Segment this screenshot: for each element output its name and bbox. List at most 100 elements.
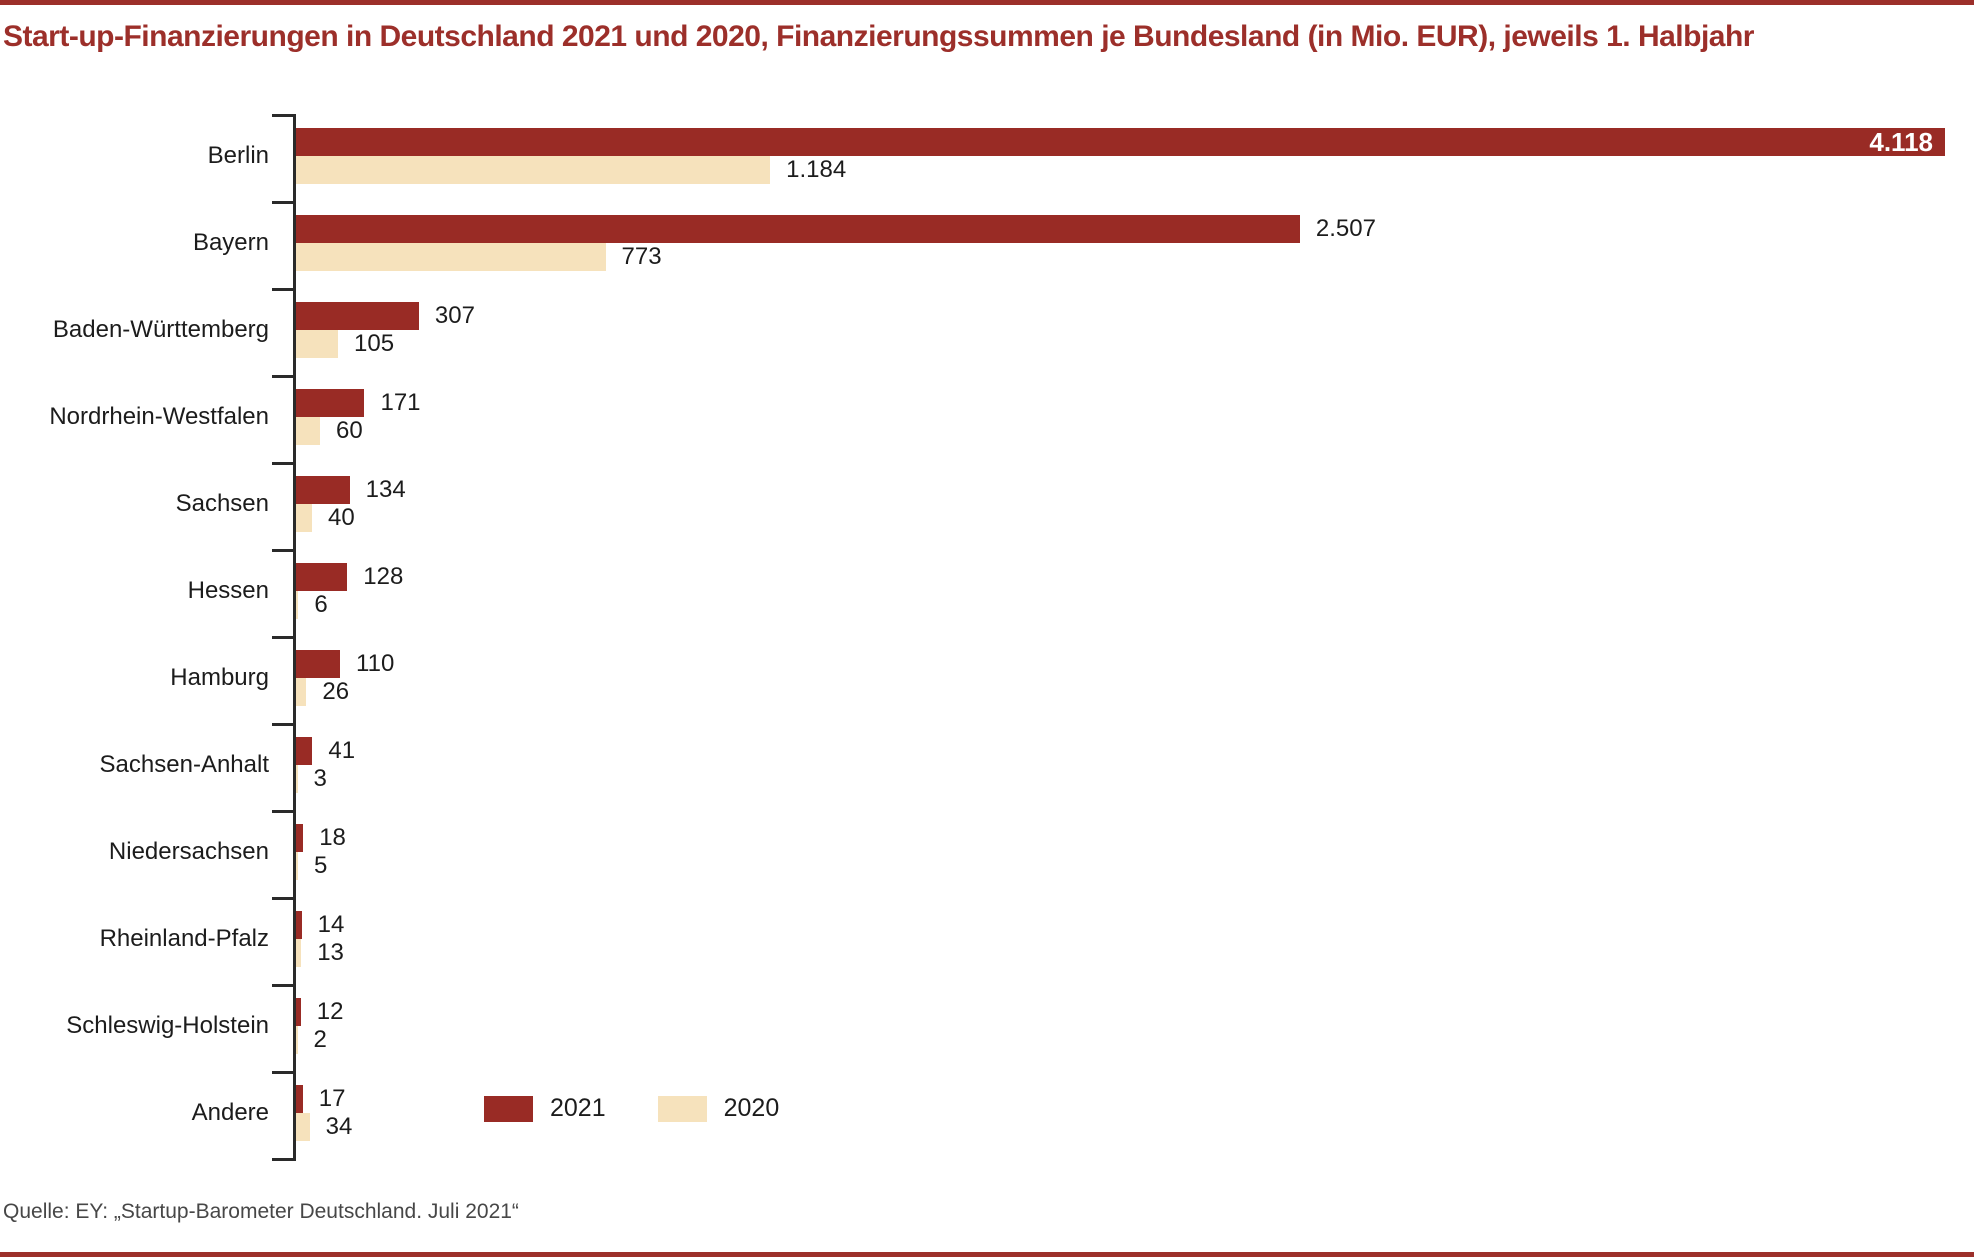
value-label: 171 [380,389,421,416]
category-row: Andere 17 34 [192,1071,1951,1159]
bar-group: 110 26 [296,637,1951,706]
axis-tick [272,114,296,117]
bar-line-2021: 41 [296,737,1951,765]
bar-2021: 4.118 [296,126,1945,157]
value-label: 40 [328,504,355,531]
bar-line-2020: 2 [296,1026,1951,1054]
category-label: Nordrhein-Westfalen [49,403,269,430]
bar-2021 [296,911,302,939]
bar-line-2020: 3 [296,765,1951,793]
legend-label: 2020 [723,1094,780,1122]
category-row: Sachsen-Anhalt 41 3 [100,723,1951,811]
bar-2020 [296,417,321,445]
bar-2021 [296,737,313,765]
category-label: Andere [191,1099,269,1126]
bottom-border-rule [0,1252,1974,1257]
bar-2021 [296,998,301,1026]
axis-tick [272,1158,296,1161]
bar-line-2020: 5 [296,852,1951,880]
category-label: Rheinland-Pfalz [99,925,269,952]
bar-line-2021: 134 [296,476,1951,504]
value-label: 2.507 [1315,215,1376,242]
category-label: Niedersachsen [108,838,269,865]
axis-tick [272,201,296,204]
bar-line-2020: 60 [296,417,1951,445]
bar-line-2020: 40 [296,504,1951,532]
bar-2021 [296,650,341,678]
value-label: 105 [354,330,395,357]
legend-entry-2021: 2021 [484,1094,606,1123]
bar-line-2021: 171 [296,389,1951,417]
axis-tick [272,984,296,987]
axis-tick [272,288,296,291]
category-row: Bayern 2.507 773 [193,201,1951,289]
legend-entry-2020: 2020 [657,1094,780,1123]
category-label: Bayern [192,229,269,256]
value-label: 6 [314,591,328,618]
axis-tick [272,549,296,552]
value-label: 1.184 [786,156,847,183]
bar-group: 171 60 [296,376,1951,445]
axis-tick [272,462,296,465]
bar-line-2020: 34 [296,1113,1951,1141]
value-label: 17 [318,1085,346,1112]
value-label: 26 [322,678,350,705]
bar-group: 17 34 [296,1072,1951,1141]
axis-tick [272,897,296,900]
bar-2021 [296,1085,303,1113]
axis-tick [272,810,296,813]
bar-2020 [296,765,298,793]
category-row: Schleswig-Holstein 12 2 [66,984,1951,1072]
value-label: 18 [319,824,346,851]
bar-line-2020: 6 [296,591,1951,619]
bar-2020 [296,504,313,532]
bar-line-2020: 105 [296,330,1951,358]
bar-2021 [296,215,1300,243]
category-row: Berlin 4.118 1.184 [208,114,1951,202]
bar-group: 128 6 [296,550,1951,619]
bar-2020 [296,939,302,967]
category-row: Hamburg 110 26 [170,636,1951,724]
bar-2020 [296,678,307,706]
top-border-rule [0,0,1974,5]
chart-title: Start-up-Finanzierungen in Deutschland 2… [3,20,1754,53]
bar-line-2021: 18 [296,824,1951,852]
category-label: Baden-Württemberg [52,316,269,343]
category-label: Hessen [187,577,269,604]
value-label: 2 [313,1026,327,1053]
bar-line-2021: 2.507 [296,215,1951,243]
bar-line-2021: 307 [296,302,1951,330]
source-note: Quelle: EY: „Startup-Barometer Deutschla… [3,1200,519,1223]
legend-swatch [657,1095,707,1122]
value-label: 41 [328,737,356,764]
value-label: 34 [325,1113,353,1140]
bar-2020 [296,1113,310,1141]
axis-tick [272,636,296,639]
category-row: Hessen 128 6 [188,549,1951,637]
bar-line-2021: 12 [296,998,1951,1026]
bar-2020 [296,852,298,880]
category-label: Sachsen-Anhalt [99,751,269,778]
bar-2020 [296,156,771,184]
bar-2020 [296,330,339,358]
category-label: Sachsen [175,490,269,517]
bar-group: 2.507 773 [296,202,1951,271]
bar-group: 14 13 [296,898,1951,967]
bar-plot-area: Berlin 4.118 1.184 Bayern 2.507 773 Baden-Würt… [49,114,1951,1161]
bar-line-2021: 4.118 [296,126,1951,157]
value-label: 12 [316,998,344,1025]
value-label: 3 [313,765,327,792]
axis-tick [272,1071,296,1074]
bar-group: 12 2 [296,985,1951,1054]
bar-line-2020: 773 [296,243,1951,271]
bar-2021 [296,563,348,591]
value-label: 14 [317,911,345,938]
value-label: 128 [363,563,404,590]
category-row: Sachsen 134 40 [176,462,1951,550]
value-label: 4.118 [1869,126,1933,157]
value-label: 307 [434,302,475,329]
bar-2021 [296,824,304,852]
category-row: Baden-Württemberg 307 105 [53,288,1951,376]
category-row: Niedersachsen 18 5 [109,810,1951,898]
